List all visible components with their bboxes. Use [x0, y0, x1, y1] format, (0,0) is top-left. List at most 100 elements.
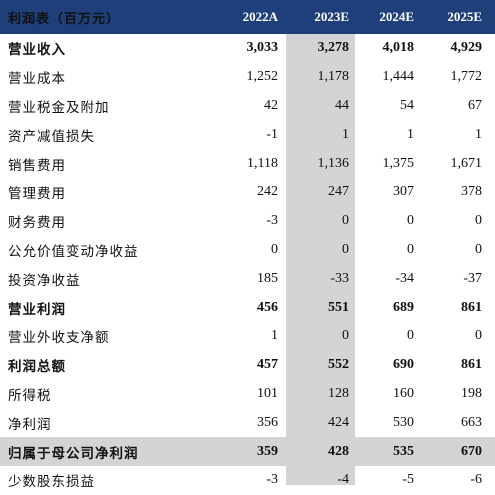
row-label: 所得税 — [8, 387, 52, 404]
value-cell: 424 — [328, 414, 349, 430]
row-label: 公允价值变动净收益 — [8, 243, 139, 260]
value-cell: -34 — [395, 270, 414, 286]
value-cell: 0 — [475, 241, 482, 257]
year-header-2025e: 2025E — [447, 9, 482, 24]
value-cell: 663 — [461, 414, 482, 430]
value-cell: 689 — [393, 299, 414, 315]
value-cell: -3 — [266, 213, 278, 229]
table-row: 管理费用 242 247 307 378 — [0, 178, 495, 207]
value-cell: -37 — [463, 270, 482, 286]
row-label: 资产减值损失 — [8, 128, 95, 145]
value-cell: 1,118 — [247, 155, 278, 171]
value-cell: 1,671 — [450, 155, 483, 171]
value-cell: 1 — [342, 126, 349, 142]
row-label: 销售费用 — [8, 157, 66, 174]
value-cell: 101 — [257, 385, 278, 401]
table-row: 投资净收益 185 -33 -34 -37 — [0, 264, 495, 293]
row-label: 营业成本 — [8, 71, 66, 88]
value-cell: -6 — [470, 472, 482, 488]
row-label: 营业利润 — [8, 301, 66, 318]
value-cell: 0 — [407, 241, 414, 257]
value-cell: 378 — [461, 184, 482, 200]
value-cell: 530 — [393, 414, 414, 430]
value-cell: 42 — [264, 97, 278, 113]
row-label: 利润总额 — [8, 359, 66, 376]
value-cell: 356 — [257, 414, 278, 430]
value-cell: 428 — [328, 443, 349, 459]
value-cell: 1,136 — [317, 155, 350, 171]
row-label: 营业税金及附加 — [8, 99, 110, 116]
value-cell: 456 — [257, 299, 278, 315]
table-row: 所得税 101 128 160 198 — [0, 380, 495, 409]
value-cell: 4,929 — [450, 40, 483, 56]
table-row: 财务费用 -3 0 0 0 — [0, 207, 495, 236]
value-cell: 0 — [475, 213, 482, 229]
highlighted-column-2023e — [286, 34, 355, 485]
value-cell: 198 — [461, 385, 482, 401]
table-row: 营业税金及附加 42 44 54 67 — [0, 92, 495, 121]
value-cell: 670 — [461, 443, 482, 459]
row-label: 营业收入 — [8, 42, 66, 59]
value-cell: 359 — [257, 443, 278, 459]
value-cell: 1,252 — [246, 69, 279, 85]
table-row: 资产减值损失 -1 1 1 1 — [0, 120, 495, 149]
row-label: 财务费用 — [8, 215, 66, 232]
value-cell: 54 — [400, 97, 414, 113]
value-cell: 690 — [393, 357, 414, 373]
table-row: 销售费用 1,118 1,136 1,375 1,671 — [0, 149, 495, 178]
table-row: 利润总额 457 552 690 861 — [0, 351, 495, 380]
value-cell: 160 — [393, 385, 414, 401]
value-cell: 0 — [342, 213, 349, 229]
value-cell: -3 — [266, 472, 278, 488]
year-header-2022a: 2022A — [242, 9, 278, 24]
table-row: 营业收入 3,033 3,278 4,018 4,929 — [0, 34, 495, 63]
table-row: 营业利润 456 551 689 861 — [0, 293, 495, 322]
value-cell: 1,178 — [317, 69, 350, 85]
row-label: 营业外收支净额 — [8, 330, 110, 347]
row-label: 净利润 — [8, 416, 52, 433]
value-cell: 1 — [475, 126, 482, 142]
value-cell: 67 — [468, 97, 482, 113]
value-cell: 307 — [393, 184, 414, 200]
value-cell: 457 — [257, 357, 278, 373]
table-row: 净利润 356 424 530 663 — [0, 408, 495, 437]
value-cell: 1,444 — [382, 69, 415, 85]
year-header-2024e: 2024E — [379, 9, 414, 24]
value-cell: 242 — [257, 184, 278, 200]
value-cell: -4 — [337, 472, 349, 488]
value-cell: 1,772 — [450, 69, 483, 85]
value-cell: 861 — [461, 357, 482, 373]
row-label: 管理费用 — [8, 186, 66, 203]
value-cell: 0 — [475, 328, 482, 344]
table-row: 营业成本 1,252 1,178 1,444 1,772 — [0, 63, 495, 92]
value-cell: 3,033 — [246, 40, 279, 56]
value-cell: 861 — [461, 299, 482, 315]
table-row: 少数股东损益 -3 -4 -5 -6 — [0, 466, 495, 495]
year-header-2023e: 2023E — [314, 9, 349, 24]
value-cell: 1,375 — [382, 155, 415, 171]
value-cell: 535 — [393, 443, 414, 459]
value-cell: 247 — [328, 184, 349, 200]
row-label: 少数股东损益 — [8, 474, 95, 491]
value-cell: 0 — [407, 213, 414, 229]
table-row: 营业外收支净额 1 0 0 0 — [0, 322, 495, 351]
table-row: 归属于母公司净利润 359 428 535 670 — [0, 437, 495, 466]
value-cell: 551 — [328, 299, 349, 315]
value-cell: 0 — [407, 328, 414, 344]
value-cell: 0 — [342, 328, 349, 344]
value-cell: 0 — [271, 241, 278, 257]
value-cell: 128 — [328, 385, 349, 401]
value-cell: 552 — [328, 357, 349, 373]
value-cell: 185 — [257, 270, 278, 286]
value-cell: 0 — [342, 241, 349, 257]
value-cell: -5 — [402, 472, 414, 488]
value-cell: 1 — [407, 126, 414, 142]
value-cell: 4,018 — [382, 40, 415, 56]
table-title: 利润表（百万元） — [8, 11, 121, 27]
value-cell: 3,278 — [317, 40, 350, 56]
table-header: 利润表（百万元） 2022A 2023E 2024E 2025E — [0, 0, 495, 34]
row-label: 投资净收益 — [8, 272, 81, 289]
value-cell: 44 — [335, 97, 349, 113]
table-row: 公允价值变动净收益 0 0 0 0 — [0, 236, 495, 265]
